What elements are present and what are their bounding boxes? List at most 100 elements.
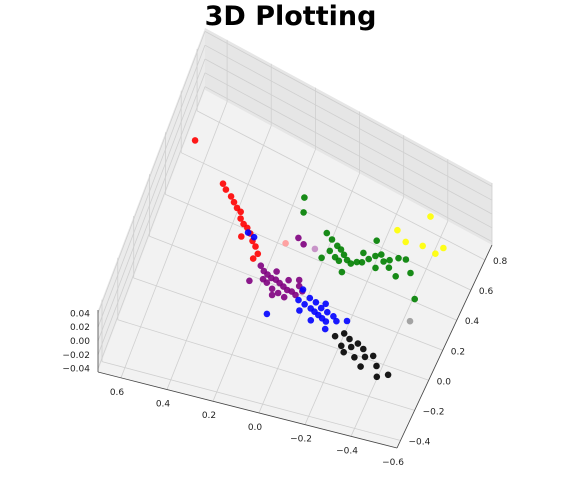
data-point	[274, 289, 282, 297]
data-point	[380, 258, 387, 265]
y-tick-label: 0.8	[493, 257, 508, 267]
grid-z-left-wall	[97, 45, 206, 328]
data-point	[384, 371, 392, 379]
floor-pane	[98, 90, 492, 448]
z-tick-label: 0.04	[70, 309, 90, 319]
data-point	[246, 277, 253, 285]
data-point	[351, 354, 358, 361]
data-point	[318, 254, 325, 262]
data-point	[427, 213, 434, 220]
data-point	[307, 317, 315, 324]
grid-x-floor	[212, 149, 316, 402]
z-tick-label: −0.02	[62, 351, 90, 361]
x-tick-label: 0.2	[202, 411, 216, 421]
data-point	[347, 260, 355, 267]
data-point	[249, 255, 257, 262]
data-point	[343, 317, 351, 325]
data-point	[385, 264, 393, 272]
grid-y-floor	[133, 277, 429, 381]
data-point	[222, 186, 230, 193]
x-tick-label: −0.6	[382, 458, 404, 468]
y-tick-label: −0.4	[409, 437, 431, 447]
y-axis-line	[396, 244, 493, 449]
data-point	[340, 348, 348, 356]
data-point	[263, 310, 271, 318]
data-point	[338, 268, 346, 276]
data-point	[353, 258, 361, 266]
data-point	[373, 362, 380, 370]
grid-z-left-wall	[97, 58, 206, 342]
chart-title: 3D Plotting	[204, 1, 377, 32]
grid-x-floor	[166, 125, 272, 390]
data-point	[326, 247, 334, 255]
z-tick-label: 0.02	[70, 323, 90, 333]
data-point	[335, 257, 343, 265]
grid-z-right-wall	[204, 31, 493, 187]
data-point	[254, 250, 262, 258]
data-point	[282, 240, 289, 247]
data-point	[419, 242, 427, 250]
data-point	[357, 363, 364, 370]
data-point	[292, 291, 299, 299]
data-point	[323, 229, 331, 237]
data-point	[372, 252, 379, 260]
data-point	[373, 373, 381, 381]
grid-z-right-wall	[204, 86, 493, 242]
data-point	[365, 255, 373, 263]
data-point	[259, 275, 267, 283]
data-point	[331, 332, 339, 340]
data-point	[268, 291, 276, 299]
data-point	[295, 276, 303, 284]
data-point	[238, 233, 245, 240]
y-tick-label: 0.4	[465, 317, 480, 327]
data-point	[406, 317, 414, 325]
grid-y-floor	[117, 319, 415, 411]
y-tick-label: −0.2	[423, 407, 445, 417]
data-point	[301, 194, 308, 201]
data-point	[295, 296, 302, 304]
data-point	[295, 234, 302, 242]
data-point	[432, 250, 439, 257]
data-point	[340, 251, 348, 259]
data-point	[252, 243, 259, 250]
data-point	[369, 352, 377, 360]
data-point	[296, 307, 303, 314]
data-point	[299, 286, 307, 293]
grid-x-floor	[350, 221, 449, 437]
data-point	[219, 180, 227, 187]
data-point	[395, 254, 402, 262]
x-tick-label: 0.6	[110, 388, 125, 398]
grid-y-floor	[181, 152, 472, 291]
data-point	[360, 249, 367, 257]
data-point	[301, 301, 308, 308]
data-point	[386, 256, 393, 264]
data-point	[324, 308, 331, 316]
data-point	[268, 285, 276, 293]
data-point	[440, 244, 447, 252]
grid-x-floor	[258, 173, 360, 414]
data-point	[340, 330, 348, 337]
data-point	[373, 237, 381, 244]
y-tick-label: 0.2	[451, 347, 465, 357]
data-point	[300, 209, 307, 216]
data-point	[322, 318, 330, 325]
data-point	[347, 343, 355, 351]
data-point	[338, 342, 345, 350]
data-point	[300, 241, 307, 248]
data-point	[230, 198, 238, 206]
data-point	[312, 299, 320, 306]
data-point	[360, 345, 367, 353]
data-point	[273, 268, 280, 275]
z-tick-label: 0.00	[70, 337, 90, 347]
data-point	[346, 335, 353, 343]
data-points	[191, 137, 447, 381]
data-point	[306, 294, 314, 302]
data-point	[311, 245, 319, 253]
data-point	[402, 256, 410, 263]
data-point	[378, 251, 385, 258]
data-point	[257, 262, 265, 270]
data-point	[394, 226, 401, 234]
tick-labels: 0.6 0.4 0.2 0.0 −0.2 −0.4 −0.6 −0.4 −0.2 0.0 0.2 0.…	[62, 257, 507, 468]
data-point	[407, 269, 414, 277]
